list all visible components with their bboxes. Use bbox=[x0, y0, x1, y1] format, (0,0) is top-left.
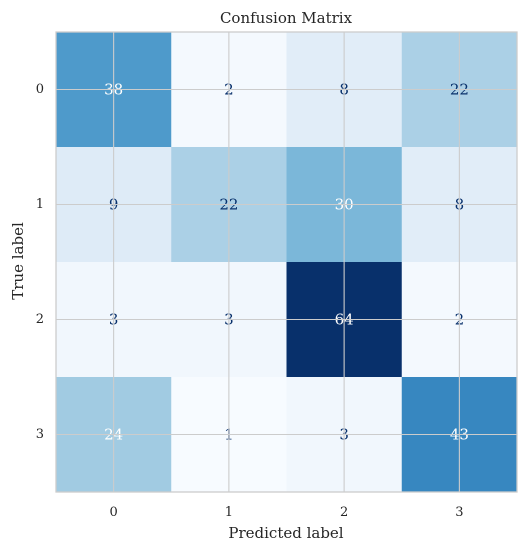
x-tick-label-0: 0 bbox=[109, 505, 117, 520]
y-tick-labels: 0 1 2 3 bbox=[36, 82, 44, 442]
x-axis-label: Predicted label bbox=[228, 524, 343, 542]
y-tick-label-1: 1 bbox=[36, 197, 44, 212]
chart-title: Confusion Matrix bbox=[220, 9, 353, 27]
y-tick-label-3: 3 bbox=[36, 427, 44, 442]
grid-lines bbox=[56, 32, 517, 492]
x-tick-label-3: 3 bbox=[455, 505, 463, 520]
x-tick-label-1: 1 bbox=[225, 505, 233, 520]
x-tick-labels: 0 1 2 3 bbox=[109, 505, 463, 520]
plot-frame bbox=[55, 31, 518, 493]
heatmap-cells bbox=[56, 32, 518, 493]
y-axis-label: True label bbox=[9, 222, 27, 300]
y-tick-label-2: 2 bbox=[36, 312, 44, 327]
y-tick-label-0: 0 bbox=[36, 82, 44, 97]
x-tick-label-2: 2 bbox=[340, 505, 348, 520]
